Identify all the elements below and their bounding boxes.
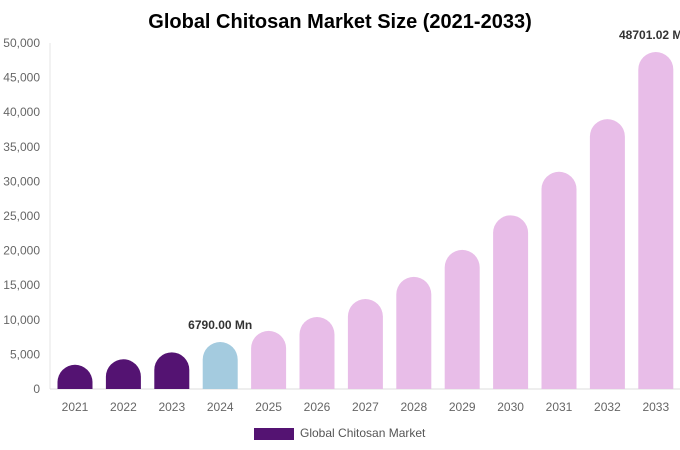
legend[interactable]: Global Chitosan Market bbox=[254, 426, 426, 440]
y-tick-label: 20,000 bbox=[3, 244, 40, 258]
bar-2026[interactable] bbox=[299, 317, 335, 389]
bar-2021[interactable] bbox=[57, 364, 93, 389]
y-tick-label: 5,000 bbox=[10, 347, 40, 361]
y-tick-label: 45,000 bbox=[3, 71, 40, 85]
legend-swatch bbox=[254, 428, 294, 440]
x-tick-label: 2027 bbox=[352, 400, 379, 414]
y-tick-label: 25,000 bbox=[3, 209, 40, 223]
bar-2024[interactable] bbox=[202, 342, 238, 389]
y-tick-label: 50,000 bbox=[3, 36, 40, 50]
y-tick-label: 10,000 bbox=[3, 313, 40, 327]
data-label: 6790.00 Mn bbox=[188, 318, 252, 332]
x-tick-label: 2024 bbox=[207, 400, 234, 414]
x-tick-label: 2029 bbox=[449, 400, 476, 414]
x-tick-label: 2033 bbox=[642, 400, 669, 414]
y-tick-label: 40,000 bbox=[3, 105, 40, 119]
bar-2025[interactable] bbox=[251, 330, 287, 389]
bar-2023[interactable] bbox=[154, 352, 190, 389]
x-tick-label: 2028 bbox=[400, 400, 427, 414]
x-tick-label: 2026 bbox=[304, 400, 331, 414]
bar-2029[interactable] bbox=[444, 249, 480, 389]
bar-2031[interactable] bbox=[541, 171, 577, 389]
x-tick-label: 2025 bbox=[255, 400, 282, 414]
bar-2033[interactable] bbox=[638, 51, 674, 389]
x-tick-label: 2030 bbox=[497, 400, 524, 414]
x-tick-label: 2031 bbox=[546, 400, 573, 414]
y-tick-label: 15,000 bbox=[3, 278, 40, 292]
bar-2028[interactable] bbox=[396, 276, 432, 389]
x-tick-label: 2023 bbox=[158, 400, 185, 414]
y-tick-label: 35,000 bbox=[3, 140, 40, 154]
x-tick-label: 2021 bbox=[62, 400, 89, 414]
bar-2027[interactable] bbox=[347, 299, 383, 389]
y-tick-label: 0 bbox=[33, 382, 40, 396]
bar-2032[interactable] bbox=[589, 119, 625, 390]
y-tick-label: 30,000 bbox=[3, 174, 40, 188]
legend-label: Global Chitosan Market bbox=[300, 426, 426, 440]
chart-title: Global Chitosan Market Size (2021-2033) bbox=[148, 11, 531, 33]
x-tick-label: 2032 bbox=[594, 400, 621, 414]
bar-2022[interactable] bbox=[105, 359, 141, 389]
x-tick-label: 2022 bbox=[110, 400, 137, 414]
data-label: 48701.02 Mn bbox=[619, 28, 680, 42]
bar-2030[interactable] bbox=[493, 215, 529, 389]
